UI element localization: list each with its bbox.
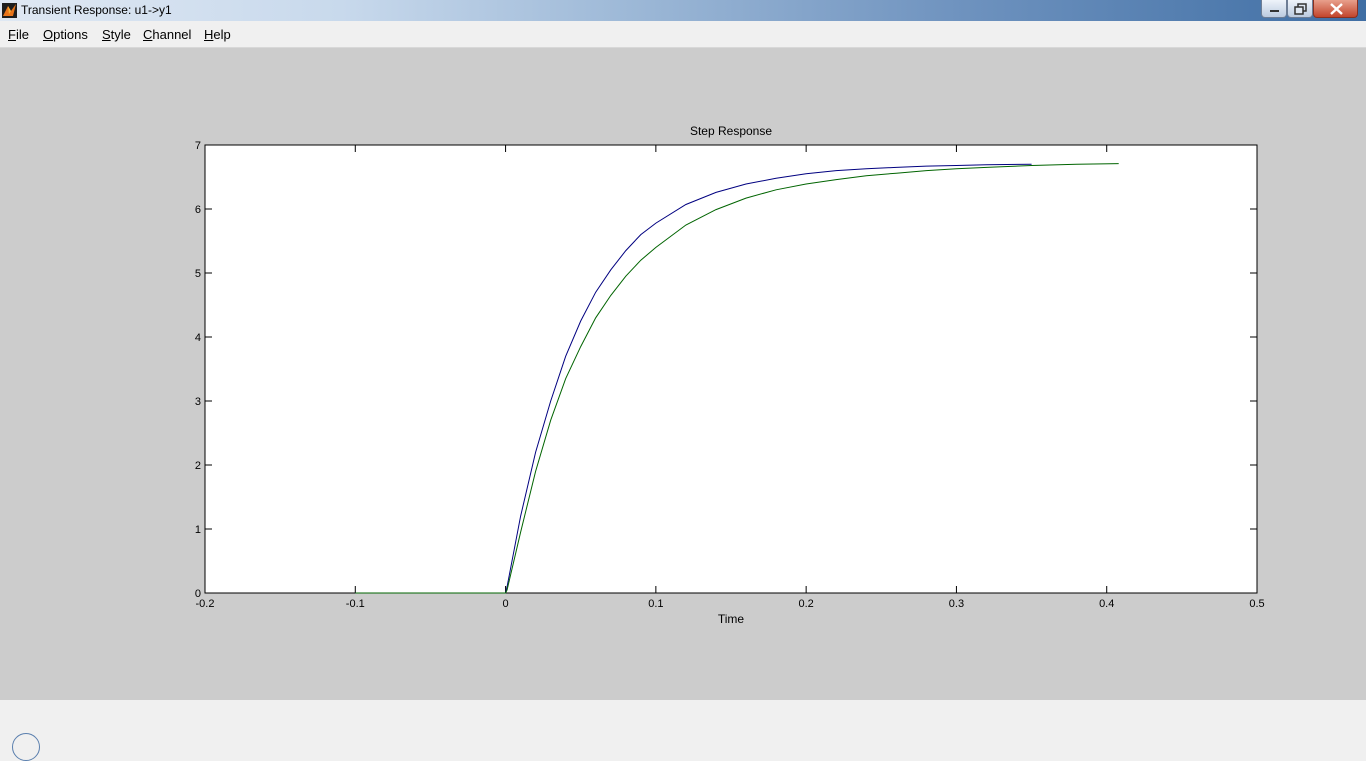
- y-tick-label: 2: [195, 460, 201, 472]
- menu-file[interactable]: File: [8, 27, 29, 42]
- minimize-button[interactable]: [1261, 0, 1287, 18]
- x-tick-label: -0.1: [346, 598, 365, 610]
- matlab-icon: [2, 3, 17, 18]
- menu-help[interactable]: Help: [204, 27, 231, 42]
- status-strip: [0, 700, 1366, 738]
- menu-channel[interactable]: Channel: [143, 27, 192, 42]
- chart-title: Step Response: [690, 124, 772, 138]
- x-tick-label: 0.1: [648, 598, 663, 610]
- x-axis-label: Time: [718, 612, 745, 626]
- help-icon[interactable]: [12, 733, 40, 761]
- window-title: Transient Response: u1->y1: [21, 3, 172, 17]
- menu-style[interactable]: Style: [102, 27, 131, 42]
- y-tick-label: 3: [195, 396, 201, 408]
- close-icon: [1330, 3, 1343, 15]
- y-tick-label: 4: [195, 332, 201, 344]
- axes-background: [204, 144, 1258, 594]
- series-line-1: [355, 163, 1032, 594]
- window-titlebar[interactable]: Transient Response: u1->y1: [0, 0, 1366, 21]
- x-tick-label: 0.5: [1249, 598, 1264, 610]
- x-tick-label: 0: [503, 598, 509, 610]
- y-tick-label: 1: [195, 524, 201, 536]
- y-tick-label: 6: [195, 204, 201, 216]
- figure-area: -0.2 -0.1 0 0.1 0.2 0.3 0.4 0.5 0 1 2 3 4 5 6 7 Step Re…: [0, 48, 1366, 700]
- x-tick-label: -0.2: [196, 598, 215, 610]
- x-tick-label: 0.3: [949, 598, 964, 610]
- axis-ticks: -0.2 -0.1 0 0.1 0.2 0.3 0.4 0.5 0 1 2 3 4 5 6 7: [195, 140, 1265, 610]
- y-tick-label: 5: [195, 268, 201, 280]
- y-tick-label: 0: [195, 588, 201, 600]
- x-tick-label: 0.4: [1099, 598, 1114, 610]
- close-button[interactable]: [1313, 0, 1358, 18]
- restore-button[interactable]: [1287, 0, 1313, 18]
- series-line-2: [355, 163, 1119, 594]
- menu-bar: File Options Style Channel Help: [0, 21, 1366, 48]
- x-tick-label: 0.2: [798, 598, 813, 610]
- y-tick-label: 7: [195, 140, 201, 152]
- series-lines: [355, 163, 1119, 594]
- menu-options[interactable]: Options: [43, 27, 88, 42]
- step-response-chart[interactable]: -0.2 -0.1 0 0.1 0.2 0.3 0.4 0.5 0 1 2 3 4 5 6 7 Step Re…: [0, 48, 1366, 700]
